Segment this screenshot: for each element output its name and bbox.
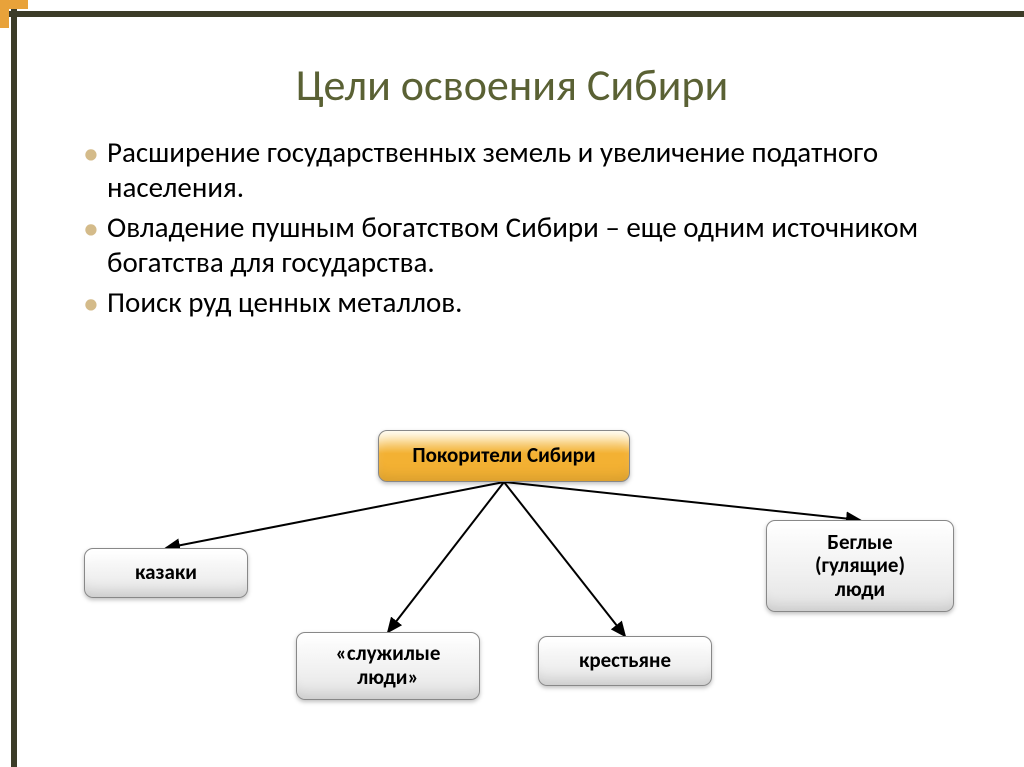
- bullet-item: Расширение государственных земель и увел…: [75, 135, 974, 206]
- diagram-child-node: «служилыелюди»: [296, 632, 480, 700]
- bullet-list: Расширение государственных земель и увел…: [75, 135, 974, 324]
- diagram-edge: [388, 482, 504, 632]
- bullet-item: Поиск руд ценных металлов.: [75, 285, 974, 320]
- diagram-child-node: Беглые(гулящие)люди: [766, 520, 954, 612]
- bullet-item: Овладение пушным богатством Сибири – еще…: [75, 210, 974, 281]
- diagram-edge: [504, 482, 625, 636]
- diagram-child-node: крестьяне: [538, 636, 712, 686]
- corner-accent: [0, 0, 28, 28]
- page-title: Цели освоения Сибири: [0, 58, 1024, 112]
- slide-border-top: [0, 11, 1024, 17]
- diagram: Покорители Сибири казаки «служилыелюди» кре…: [0, 400, 1024, 740]
- diagram-root-node: Покорители Сибири: [378, 430, 630, 482]
- diagram-edge: [166, 482, 504, 548]
- diagram-child-node: казаки: [84, 548, 248, 598]
- diagram-edge: [504, 482, 860, 520]
